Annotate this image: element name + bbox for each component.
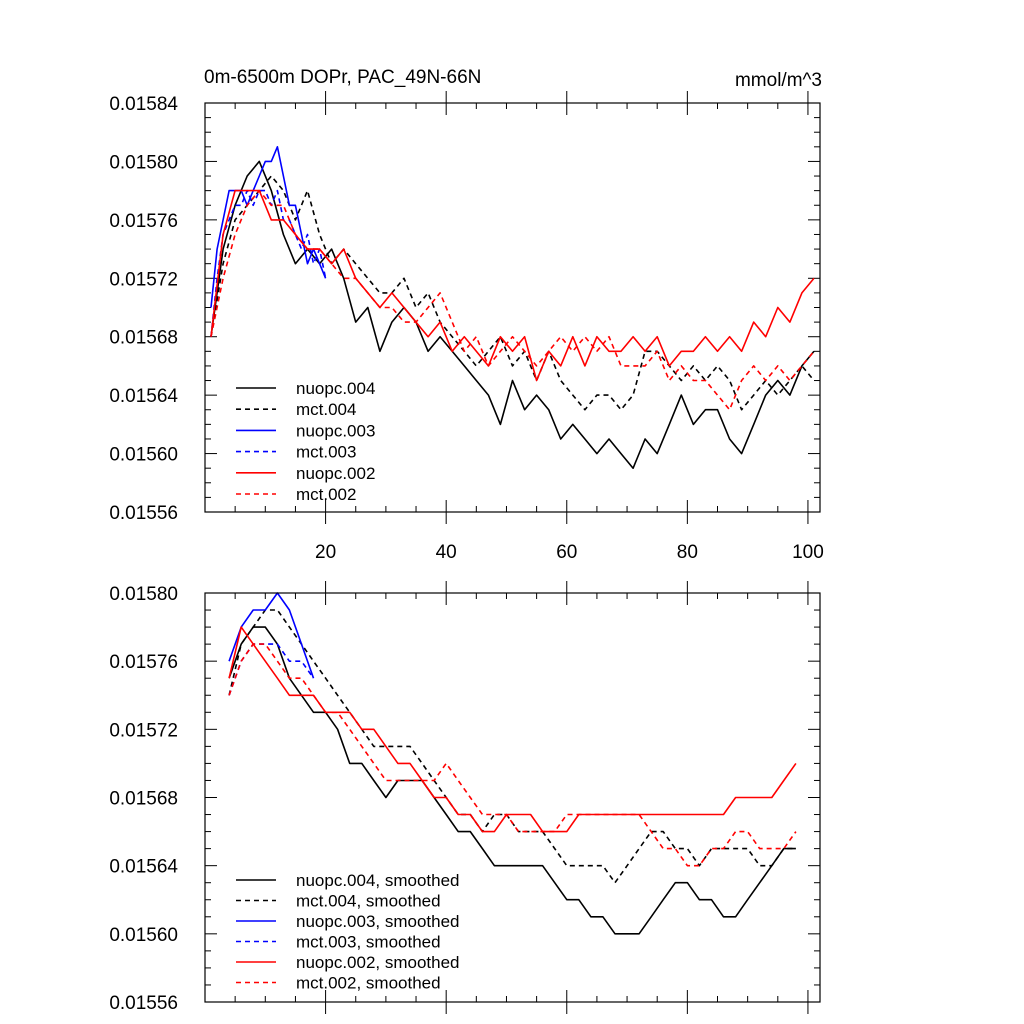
bottom-ytick-label: 0.01556: [109, 993, 178, 1014]
bottom-ytick-label: 0.01568: [109, 789, 178, 810]
bottom-series-lines: [228, 592, 797, 935]
top-ytick-label: 0.01568: [109, 328, 178, 349]
legend-label-mct-002-smoothed: mct.002, smoothed: [296, 974, 441, 993]
bottom-ytick-label: 0.01580: [109, 584, 178, 605]
legend-label-mct-003: mct.003: [296, 443, 356, 462]
legend-label-nuopc-002: nuopc.002: [296, 464, 375, 483]
top-xtick-label: 40: [436, 542, 457, 563]
top-ytick-label: 0.01572: [109, 269, 178, 290]
top-ytick-label: 0.01560: [109, 445, 178, 466]
top-ticks: 0.01556 0.01560 0.01564 0.01568 0.01572 0.015…: [109, 91, 824, 563]
top-panel: 0m-6500m DOPr, PAC_49N-66N mmol/m^3 0.01…: [109, 67, 823, 563]
top-plot-frame: [204, 102, 821, 513]
series-mct-004: [210, 175, 815, 411]
bottom-ytick-label: 0.01560: [109, 925, 178, 946]
top-ytick-label: 0.01580: [109, 152, 178, 173]
series-nuopc-002-smoothed: [228, 626, 797, 833]
bottom-ytick-label: 0.01576: [109, 652, 178, 673]
top-chart-units: mmol/m^3: [735, 70, 822, 91]
legend-label-mct-004-smoothed: mct.004, smoothed: [296, 892, 441, 911]
bottom-ytick-label: 0.01572: [109, 720, 178, 741]
series-nuopc-003-smoothed: [228, 592, 315, 679]
top-ytick-label: 0.01576: [109, 211, 178, 232]
legend-label-nuopc-004-smoothed: nuopc.004, smoothed: [296, 871, 460, 890]
top-xtick-label: 100: [792, 542, 824, 563]
top-chart-title: 0m-6500m DOPr, PAC_49N-66N: [204, 67, 481, 88]
top-xtick-label: 80: [677, 542, 698, 563]
top-xtick-label: 60: [556, 542, 577, 563]
bottom-ticks: 0.01556 0.01560 0.01564 0.01568 0.01572 0.015…: [109, 581, 820, 1014]
legend-label-mct-002: mct.002: [296, 485, 356, 504]
series-nuopc-003: [210, 146, 327, 308]
top-series-lines: [210, 146, 815, 470]
top-ytick-label: 0.01556: [109, 503, 178, 524]
bottom-ytick-label: 0.01564: [109, 857, 178, 878]
legend-label-nuopc-004: nuopc.004: [296, 379, 375, 398]
series-mct-002: [210, 189, 815, 411]
top-legend: nuopc.004 mct.004 nuopc.003 mct.003 nuopc.00…: [236, 379, 375, 504]
legend-label-nuopc-002-smoothed: nuopc.002, smoothed: [296, 953, 460, 972]
legend-label-nuopc-003-smoothed: nuopc.003, smoothed: [296, 912, 460, 931]
top-xtick-label: 20: [315, 542, 336, 563]
legend-label-mct-003-smoothed: mct.003, smoothed: [296, 933, 441, 952]
bottom-panel: 0.01556 0.01560 0.01564 0.01568 0.01572 0.015…: [109, 581, 821, 1014]
series-nuopc-002: [210, 189, 815, 382]
top-ytick-label: 0.01564: [109, 386, 178, 407]
series-mct-004-smoothed: [228, 609, 796, 884]
series-mct-003: [210, 189, 327, 337]
series-mct-002-smoothed: [228, 643, 797, 867]
legend-label-nuopc-003: nuopc.003: [296, 421, 375, 440]
legend-label-mct-004: mct.004: [296, 400, 356, 419]
series-nuopc-004-smoothed: [228, 626, 796, 935]
bottom-plot-frame: [204, 592, 821, 1003]
top-ytick-label: 0.01584: [109, 94, 178, 115]
